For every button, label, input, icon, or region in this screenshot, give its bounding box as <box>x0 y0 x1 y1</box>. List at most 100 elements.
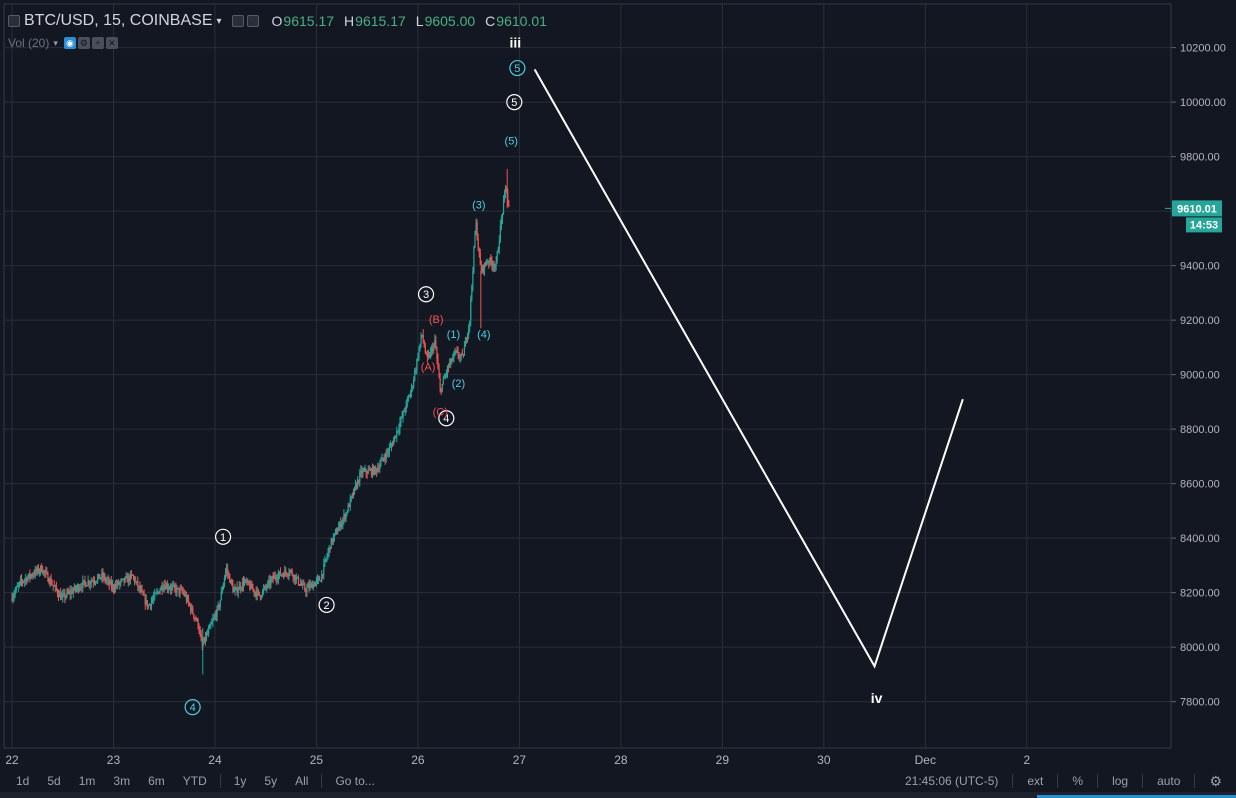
candle-body <box>333 533 336 537</box>
x-tick-label: 27 <box>513 753 527 767</box>
candle-body <box>416 359 418 370</box>
candle-body <box>245 579 247 582</box>
candle-body <box>90 581 92 584</box>
candle-body <box>91 581 93 583</box>
candle-body <box>270 579 272 585</box>
candle-body <box>278 571 281 575</box>
candle-body <box>14 590 16 595</box>
candle-body <box>450 358 452 364</box>
candle-body <box>447 366 450 368</box>
candle-body <box>217 604 219 608</box>
candle-body <box>136 581 138 583</box>
candle-body <box>399 422 401 429</box>
candle-body <box>494 265 496 268</box>
timeframe-1m[interactable]: 1m <box>78 774 96 788</box>
candle-body <box>458 355 460 358</box>
candle-body <box>27 577 29 582</box>
x-tick-label: 26 <box>411 753 425 767</box>
candle-body <box>184 595 186 597</box>
candle-body <box>52 585 54 587</box>
goto-button[interactable]: Go to... <box>335 774 375 788</box>
timeframe-5d[interactable]: 5d <box>47 774 61 788</box>
candle-body <box>206 633 209 635</box>
timeframe-3m[interactable]: 3m <box>113 774 131 788</box>
candle-body <box>185 595 188 601</box>
candle-body <box>174 585 176 588</box>
ext-toggle[interactable]: ext <box>1027 774 1044 788</box>
candle-body <box>102 573 104 578</box>
wave-label-circle <box>438 410 455 427</box>
candle-body <box>216 607 218 618</box>
candle-body <box>308 585 310 589</box>
candle-body <box>449 363 451 367</box>
wave-label: 4 <box>190 702 196 714</box>
close-icon[interactable]: ✕ <box>105 37 118 49</box>
candle-body <box>51 584 53 586</box>
candle-body <box>272 576 274 579</box>
candle-body <box>369 469 371 471</box>
candle-body <box>422 334 424 341</box>
candle-body <box>393 439 395 446</box>
y-tick-label: 8200.00 <box>1180 588 1220 600</box>
candle-body <box>230 579 232 583</box>
timeframe-1d[interactable]: 1d <box>16 774 30 788</box>
chevron-down-icon[interactable]: ▾ <box>216 15 222 27</box>
x-tick-label: 24 <box>208 753 222 767</box>
candle-body <box>286 572 288 575</box>
candle-body <box>169 588 172 590</box>
auto-toggle[interactable]: auto <box>1157 774 1181 788</box>
timeframe-all[interactable]: All <box>295 774 309 788</box>
candle-body <box>235 587 237 590</box>
candle-body <box>385 451 387 460</box>
candle-body <box>327 551 329 557</box>
timeframe-1y[interactable]: 1y <box>233 774 247 788</box>
legend-toggle-icon[interactable] <box>8 15 20 27</box>
volume-label[interactable]: Vol (20) <box>8 36 50 50</box>
close-label: C <box>485 13 496 29</box>
plus-icon[interactable]: + <box>91 37 104 49</box>
percent-toggle[interactable]: % <box>1072 774 1084 788</box>
candle-body <box>394 435 396 440</box>
candle-body <box>215 615 217 618</box>
candle-body <box>415 369 417 372</box>
wave-label: 4 <box>443 413 449 425</box>
eye-icon[interactable]: ◉ <box>63 37 76 49</box>
candle-body <box>492 265 494 267</box>
candle-body <box>29 573 31 577</box>
candle-body <box>194 617 196 619</box>
candle-body <box>296 576 299 578</box>
candle-body <box>178 587 180 594</box>
candle-body <box>30 574 32 577</box>
candle-body <box>314 582 316 587</box>
chevron-down-icon[interactable]: ▾ <box>53 37 58 48</box>
candle-body <box>143 595 145 597</box>
candle-body <box>48 581 50 584</box>
gear-icon[interactable]: ⚙ <box>77 37 90 49</box>
candle-body <box>438 368 440 378</box>
candle-body <box>145 600 147 605</box>
timeframe-ytd[interactable]: YTD <box>182 774 207 788</box>
candle-body <box>175 587 177 593</box>
timeframe-5y[interactable]: 5y <box>264 774 278 788</box>
wave-label-circle <box>214 528 232 545</box>
gear-icon[interactable]: ⚙ <box>1209 772 1222 789</box>
candle-body <box>154 593 156 598</box>
symbol-label[interactable]: BTC/USD, 15, COINBASE <box>24 12 213 29</box>
candle-body <box>419 343 421 349</box>
candle-body <box>266 587 268 589</box>
timeframe-6m[interactable]: 6m <box>148 774 165 788</box>
candle-body <box>187 597 190 603</box>
candle-body <box>200 634 202 641</box>
gear-icon[interactable] <box>246 15 259 27</box>
candle-body <box>496 252 498 262</box>
candle-body <box>501 213 504 219</box>
candle-body <box>134 577 136 582</box>
countdown-tag <box>1186 217 1222 233</box>
settings-icon[interactable] <box>231 15 244 27</box>
candle-body <box>197 619 199 627</box>
log-toggle[interactable]: log <box>1112 774 1129 788</box>
candle-body <box>498 241 500 250</box>
x-tick-label: 25 <box>310 753 324 767</box>
toolbar-divider <box>321 774 323 788</box>
